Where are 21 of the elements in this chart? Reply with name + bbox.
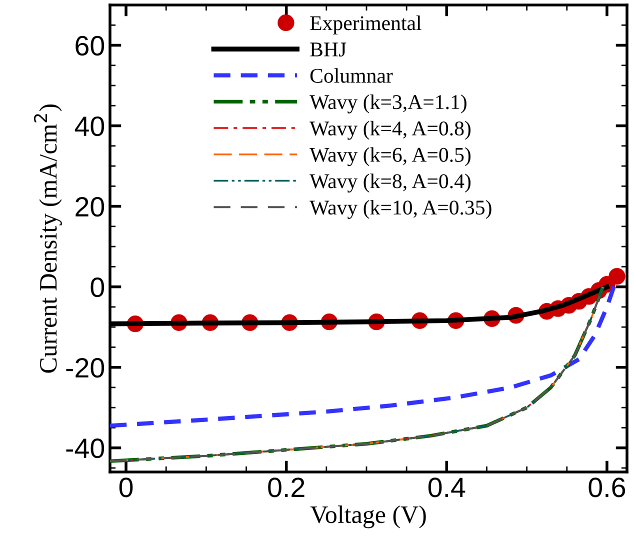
y-tick-label: 60: [76, 36, 104, 56]
x-tick-label: 0.6: [588, 478, 626, 498]
y-tick-label: 40: [74, 116, 104, 136]
y-tick-label: 20: [76, 196, 104, 217]
legend-label: Experimental: [310, 16, 422, 34]
point: [608, 268, 626, 285]
x-tick-label: 0.2: [268, 478, 304, 498]
y-tick-label: -20: [66, 358, 104, 378]
x-axis-title: Voltage (V): [310, 506, 426, 528]
legend-label: Wavy (k=4, A=0.8): [310, 120, 470, 140]
legend-label: BHJ: [310, 42, 346, 57]
legend-label: Columnar: [310, 68, 393, 83]
y-axis-title: Current Density (mA/cm$^{2}$): [34, 104, 62, 373]
x-tick-label: 0: [119, 478, 133, 498]
legend-label: Wavy (k=6, A=0.5): [310, 147, 470, 166]
legend-label: Wavy (k=10, A=0.35): [310, 200, 492, 219]
y-tick-label: 0: [90, 277, 104, 298]
x-tick-label: 0.4: [428, 478, 466, 498]
legend-label: Wavy (k=3,A=1.1): [310, 94, 466, 114]
legend-label: Wavy (k=8, A=0.4): [310, 174, 470, 193]
y-tick-label: -40: [66, 438, 104, 458]
